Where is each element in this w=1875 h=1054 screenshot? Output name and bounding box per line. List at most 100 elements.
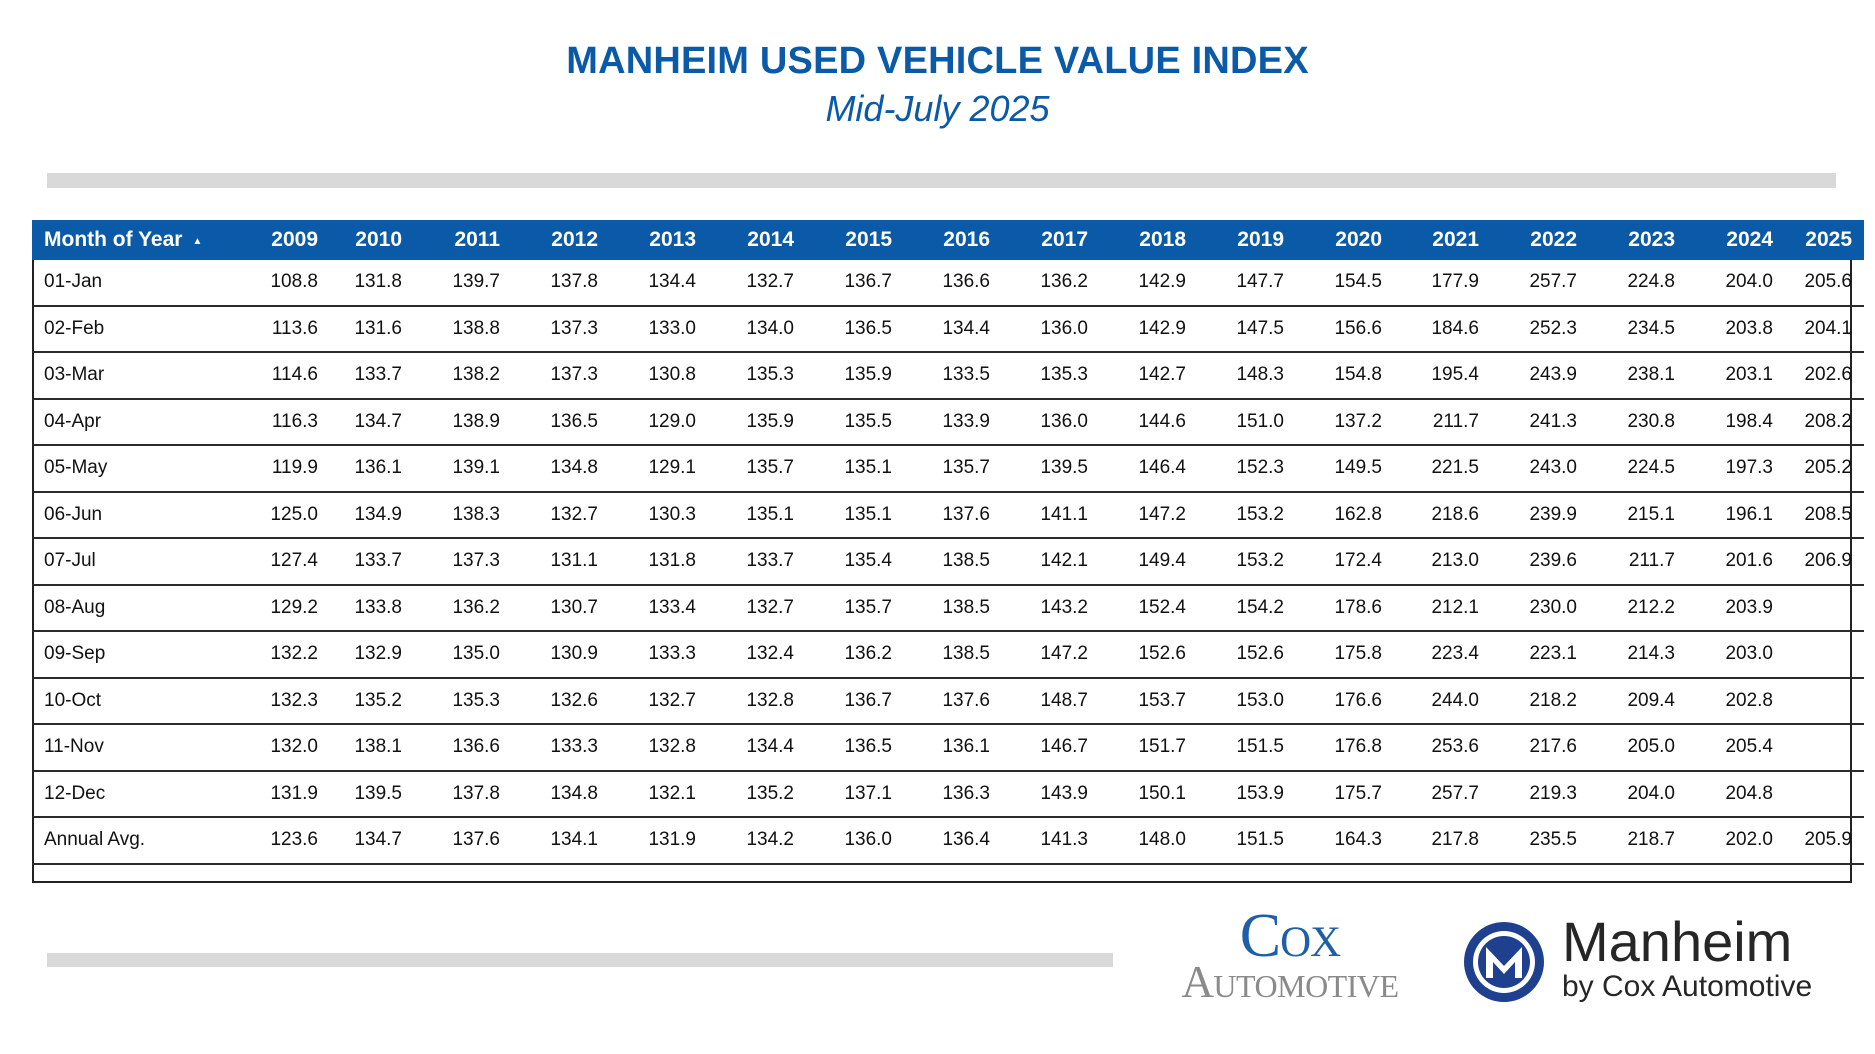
value-cell: 221.5 — [1394, 445, 1491, 493]
value-cell: 235.5 — [1491, 817, 1589, 865]
value-cell: 134.4 — [610, 260, 708, 307]
value-cell: 134.1 — [512, 817, 610, 865]
value-cell: 149.4 — [1100, 538, 1198, 586]
year-header-2015[interactable]: 2015 — [806, 220, 904, 260]
year-header-2021[interactable]: 2021 — [1394, 220, 1491, 260]
value-cell: 129.0 — [610, 398, 708, 446]
value-cell: 195.4 — [1394, 352, 1491, 400]
value-cell: 136.0 — [1002, 398, 1100, 446]
value-cell: 230.8 — [1589, 398, 1687, 446]
value-cell: 156.6 — [1296, 305, 1394, 353]
value-cell: 151.5 — [1198, 817, 1296, 865]
value-cell: 153.7 — [1100, 677, 1198, 725]
value-cell: 148.7 — [1002, 677, 1100, 725]
year-header-2011[interactable]: 2011 — [414, 220, 512, 260]
year-header-2019[interactable]: 2019 — [1198, 220, 1296, 260]
value-cell: 223.1 — [1491, 631, 1589, 679]
row-label: 09-Sep — [32, 631, 239, 679]
value-cell: 136.7 — [806, 677, 904, 725]
value-cell: 164.3 — [1296, 817, 1394, 865]
table-row: 05-May 119.9 136.1 139.1 134.8 129.1 135.7 135.… — [32, 445, 1864, 493]
value-cell: 136.0 — [806, 817, 904, 865]
value-cell: 239.9 — [1491, 491, 1589, 539]
value-cell: 138.2 — [414, 352, 512, 400]
value-cell: 133.3 — [512, 724, 610, 772]
value-cell: 243.0 — [1491, 445, 1589, 493]
year-header-2017[interactable]: 2017 — [1002, 220, 1100, 260]
month-of-year-header[interactable]: Month of Year ▲ — [32, 220, 239, 260]
bottom-divider-bar — [47, 953, 1113, 967]
row-label: 02-Feb — [32, 305, 239, 353]
value-cell: 154.5 — [1296, 260, 1394, 307]
cox-logo-word: Cox — [1239, 902, 1341, 970]
value-cell: 132.0 — [239, 724, 330, 772]
value-cell: 152.3 — [1198, 445, 1296, 493]
value-cell: 136.5 — [512, 398, 610, 446]
value-cell: 184.6 — [1394, 305, 1491, 353]
value-cell: 204.8 — [1687, 770, 1785, 818]
value-cell: 208.5 — [1785, 491, 1864, 539]
value-cell: 219.3 — [1491, 770, 1589, 818]
year-header-2023[interactable]: 2023 — [1589, 220, 1687, 260]
value-cell: 136.2 — [1002, 260, 1100, 307]
value-cell: 176.8 — [1296, 724, 1394, 772]
value-cell: 202.6 — [1785, 352, 1864, 400]
value-cell: 133.4 — [610, 584, 708, 632]
value-cell: 134.0 — [708, 305, 806, 353]
year-header-2010[interactable]: 2010 — [330, 220, 414, 260]
value-cell: 143.9 — [1002, 770, 1100, 818]
year-header-2018[interactable]: 2018 — [1100, 220, 1198, 260]
value-cell: 138.5 — [904, 538, 1002, 586]
value-cell: 133.3 — [610, 631, 708, 679]
value-cell: 224.5 — [1589, 445, 1687, 493]
value-cell: 134.2 — [708, 817, 806, 865]
value-cell: 202.0 — [1687, 817, 1785, 865]
value-cell: 135.7 — [806, 584, 904, 632]
value-cell: 135.1 — [806, 445, 904, 493]
value-cell: 153.2 — [1198, 538, 1296, 586]
value-cell: 143.2 — [1002, 584, 1100, 632]
sort-ascending-icon[interactable]: ▲ — [192, 236, 203, 247]
year-header-2012[interactable]: 2012 — [512, 220, 610, 260]
value-cell: 209.4 — [1589, 677, 1687, 725]
table-row: 04-Apr 116.3 134.7 138.9 136.5 129.0 135.9 135.… — [32, 398, 1864, 446]
year-header-2025[interactable]: 2025 — [1785, 220, 1864, 260]
row-label: 07-Jul — [32, 538, 239, 586]
value-cell: 142.1 — [1002, 538, 1100, 586]
value-cell: 211.7 — [1394, 398, 1491, 446]
row-label: 05-May — [32, 445, 239, 493]
year-header-2009[interactable]: 2009 — [239, 220, 330, 260]
value-cell: 132.7 — [708, 260, 806, 307]
year-header-2022[interactable]: 2022 — [1491, 220, 1589, 260]
value-cell: 212.2 — [1589, 584, 1687, 632]
value-cell: 238.1 — [1589, 352, 1687, 400]
value-cell: 136.5 — [806, 305, 904, 353]
value-cell: 202.8 — [1687, 677, 1785, 725]
year-header-2016[interactable]: 2016 — [904, 220, 1002, 260]
value-cell: 134.7 — [330, 398, 414, 446]
value-cell: 257.7 — [1491, 260, 1589, 307]
row-label: 06-Jun — [32, 491, 239, 539]
automotive-logo-word: Automotive — [1181, 957, 1399, 1007]
year-header-2014[interactable]: 2014 — [708, 220, 806, 260]
value-cell — [1785, 677, 1864, 725]
value-cell: 152.4 — [1100, 584, 1198, 632]
value-cell: 148.3 — [1198, 352, 1296, 400]
year-header-2024[interactable]: 2024 — [1687, 220, 1785, 260]
value-cell: 205.6 — [1785, 260, 1864, 307]
year-header-2020[interactable]: 2020 — [1296, 220, 1394, 260]
value-cell: 137.1 — [806, 770, 904, 818]
value-cell: 138.5 — [904, 584, 1002, 632]
value-cell: 134.7 — [330, 817, 414, 865]
value-cell: 137.8 — [512, 260, 610, 307]
table-row: 08-Aug 129.2 133.8 136.2 130.7 133.4 132.7 135.… — [32, 584, 1864, 632]
manheim-logo-word: Manheim — [1562, 910, 1793, 973]
value-cell: 135.3 — [1002, 352, 1100, 400]
year-header-2013[interactable]: 2013 — [610, 220, 708, 260]
value-cell: 138.3 — [414, 491, 512, 539]
value-cell: 136.6 — [904, 260, 1002, 307]
value-cell: 135.4 — [806, 538, 904, 586]
value-cell: 241.3 — [1491, 398, 1589, 446]
value-cell: 135.5 — [806, 398, 904, 446]
value-cell: 132.7 — [512, 491, 610, 539]
